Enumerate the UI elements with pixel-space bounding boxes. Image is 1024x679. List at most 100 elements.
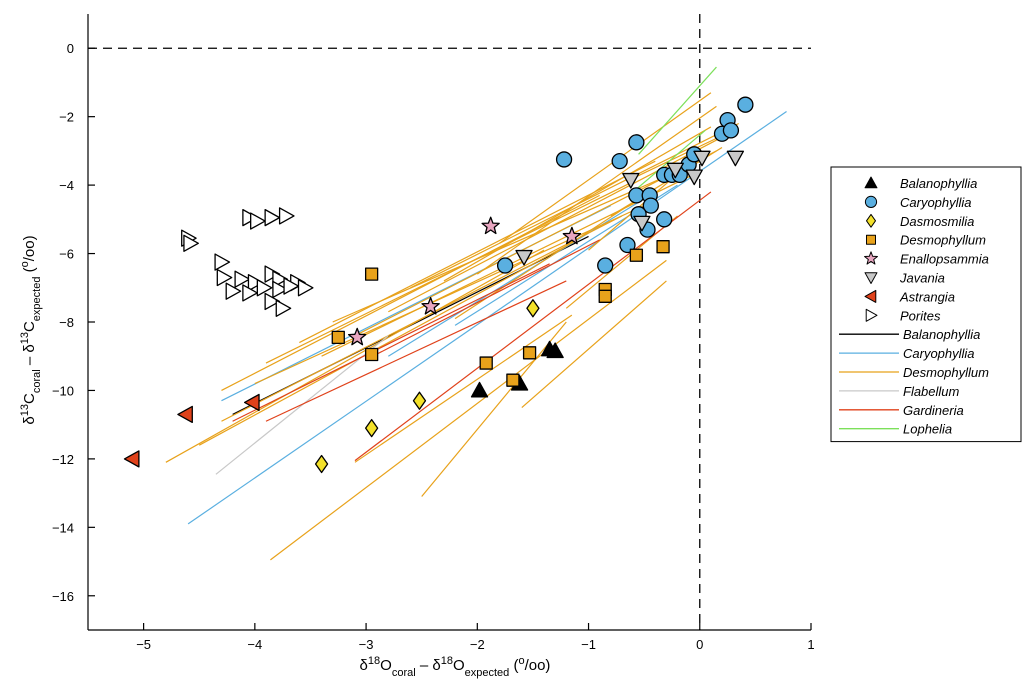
x-tick-label: −3: [359, 637, 374, 652]
legend-label-caryophyllia: Caryophyllia: [900, 195, 972, 210]
regression-line-gardineria: [232, 263, 550, 422]
legend-marker-balanophyllia: [864, 176, 878, 189]
y-tick-label: −8: [59, 315, 74, 330]
legend-marker-porites: [865, 308, 878, 322]
legend-line-label-lophelia: Lophelia: [903, 422, 952, 437]
point-porites: [297, 279, 314, 297]
y-tick-label: −2: [59, 110, 74, 125]
x-tick-label: −4: [247, 637, 262, 652]
regression-line-desmophyllum: [499, 92, 712, 244]
regression-line-caryophyllia: [388, 191, 656, 357]
point-dasmosmilia: [412, 391, 427, 410]
y-tick-label: −14: [52, 520, 74, 535]
point-desmophyllum: [506, 373, 520, 387]
point-porites: [183, 234, 199, 252]
regression-lines: [165, 66, 787, 561]
point-porites: [234, 270, 251, 288]
regression-line-gardineria: [354, 191, 712, 462]
regression-line-desmophyllum: [299, 160, 656, 344]
legend-label-dasmosmilia: Dasmosmilia: [900, 214, 974, 229]
y-axis-label: δ13Ccoral – δ13Cexpected (o/oo): [19, 235, 43, 424]
legend-box: [830, 166, 1022, 443]
point-porites: [264, 208, 281, 227]
point-javania: [622, 172, 640, 189]
point-caryophyllia: [555, 151, 573, 168]
point-desmophyllum: [364, 347, 379, 362]
point-desmophyllum: [629, 248, 644, 262]
regression-line-gardineria: [365, 239, 600, 361]
legend-marker-caryophyllia: [864, 195, 878, 209]
legend: Balanophyllia Caryophyllia Dasmosmilia Desm…: [830, 166, 1022, 443]
legend-line-label-balanophyllia: Balanophyllia: [903, 327, 980, 342]
point-porites: [256, 279, 273, 297]
x-tick-label: 1: [807, 637, 814, 652]
y-tick-label: 0: [67, 41, 74, 56]
point-caryophyllia: [642, 197, 659, 214]
x-axis-label: δ18Ocoral – δ18Oexpected (o/oo): [360, 655, 551, 679]
point-javania: [515, 249, 533, 266]
legend-marker-dasmosmilia: [866, 213, 876, 228]
point-porites: [247, 273, 264, 292]
point-enallopsammia: [562, 226, 582, 245]
x-ticks: −5 −4 −3 −2 −1 0 1: [136, 623, 815, 652]
point-porites: [242, 284, 258, 302]
point-porites: [225, 282, 242, 300]
point-javania: [693, 150, 711, 167]
regression-line-desmophyllum: [354, 150, 717, 337]
legend-label-porites: Porites: [900, 308, 941, 323]
legend-label-desmophyllum: Desmophyllum: [900, 233, 986, 248]
point-caryophyllia: [722, 122, 740, 139]
legend-marker-javania: [864, 272, 878, 284]
point-astrangia: [123, 450, 140, 468]
axes: [87, 14, 811, 631]
regression-line-desmophyllum: [521, 280, 667, 409]
point-javania: [633, 215, 651, 232]
y-tick-label: −16: [52, 589, 74, 604]
legend-line-label-gardineria: Gardineria: [903, 403, 964, 418]
reference-lines: [88, 14, 811, 630]
y-tick-label: −10: [52, 383, 74, 398]
legend-line-label-desmophyllum: Desmophyllum: [903, 365, 989, 380]
legend-marker-desmophyllum: [866, 234, 876, 245]
point-dasmosmilia: [364, 418, 379, 438]
point-porites: [283, 277, 300, 295]
y-tick-label: −6: [59, 247, 74, 262]
legend-label-enallopsammia: Enallopsammia: [900, 252, 989, 267]
point-javania: [666, 162, 684, 179]
regression-line-desmophyllum: [198, 239, 578, 446]
point-caryophyllia: [496, 257, 514, 274]
regression-line-desmophyllum: [254, 205, 645, 385]
point-dasmosmilia: [314, 454, 329, 474]
point-enallopsammia: [421, 296, 440, 315]
x-tick-label: −1: [581, 637, 596, 652]
point-porites: [275, 299, 292, 317]
legend-line-label-caryophyllia: Caryophyllia: [903, 346, 975, 361]
point-desmophyllum: [656, 240, 670, 254]
point-caryophyllia: [656, 211, 673, 228]
x-tick-label: 0: [696, 637, 703, 652]
y-ticks: 0 −2 −4 −6 −8 −10 −12 −14 −16: [52, 41, 95, 604]
point-desmophyllum: [522, 346, 537, 360]
point-desmophyllum: [598, 289, 612, 303]
point-balanophyllia: [470, 381, 489, 398]
point-porites: [216, 268, 233, 287]
point-caryophyllia: [737, 96, 754, 113]
point-caryophyllia: [597, 257, 614, 274]
data-points: [123, 96, 754, 474]
legend-label-javania: Javania: [899, 271, 945, 286]
regression-line-gardineria: [265, 280, 567, 422]
point-desmophyllum: [364, 267, 379, 281]
legend-label-astrangia: Astrangia: [899, 289, 955, 304]
legend-line-label-flabellum: Flabellum: [903, 384, 960, 399]
point-desmophyllum: [479, 356, 493, 370]
regression-line-desmophyllum: [332, 170, 678, 323]
point-javania: [685, 169, 703, 186]
regression-line-desmophyllum: [270, 259, 667, 561]
point-caryophyllia: [611, 153, 628, 170]
regression-line-desmophyllum: [388, 136, 723, 313]
point-enallopsammia: [481, 216, 500, 235]
regression-line-lophelia: [638, 66, 717, 155]
regression-line-desmophyllum: [265, 181, 634, 364]
x-tick-label: −2: [470, 637, 485, 652]
